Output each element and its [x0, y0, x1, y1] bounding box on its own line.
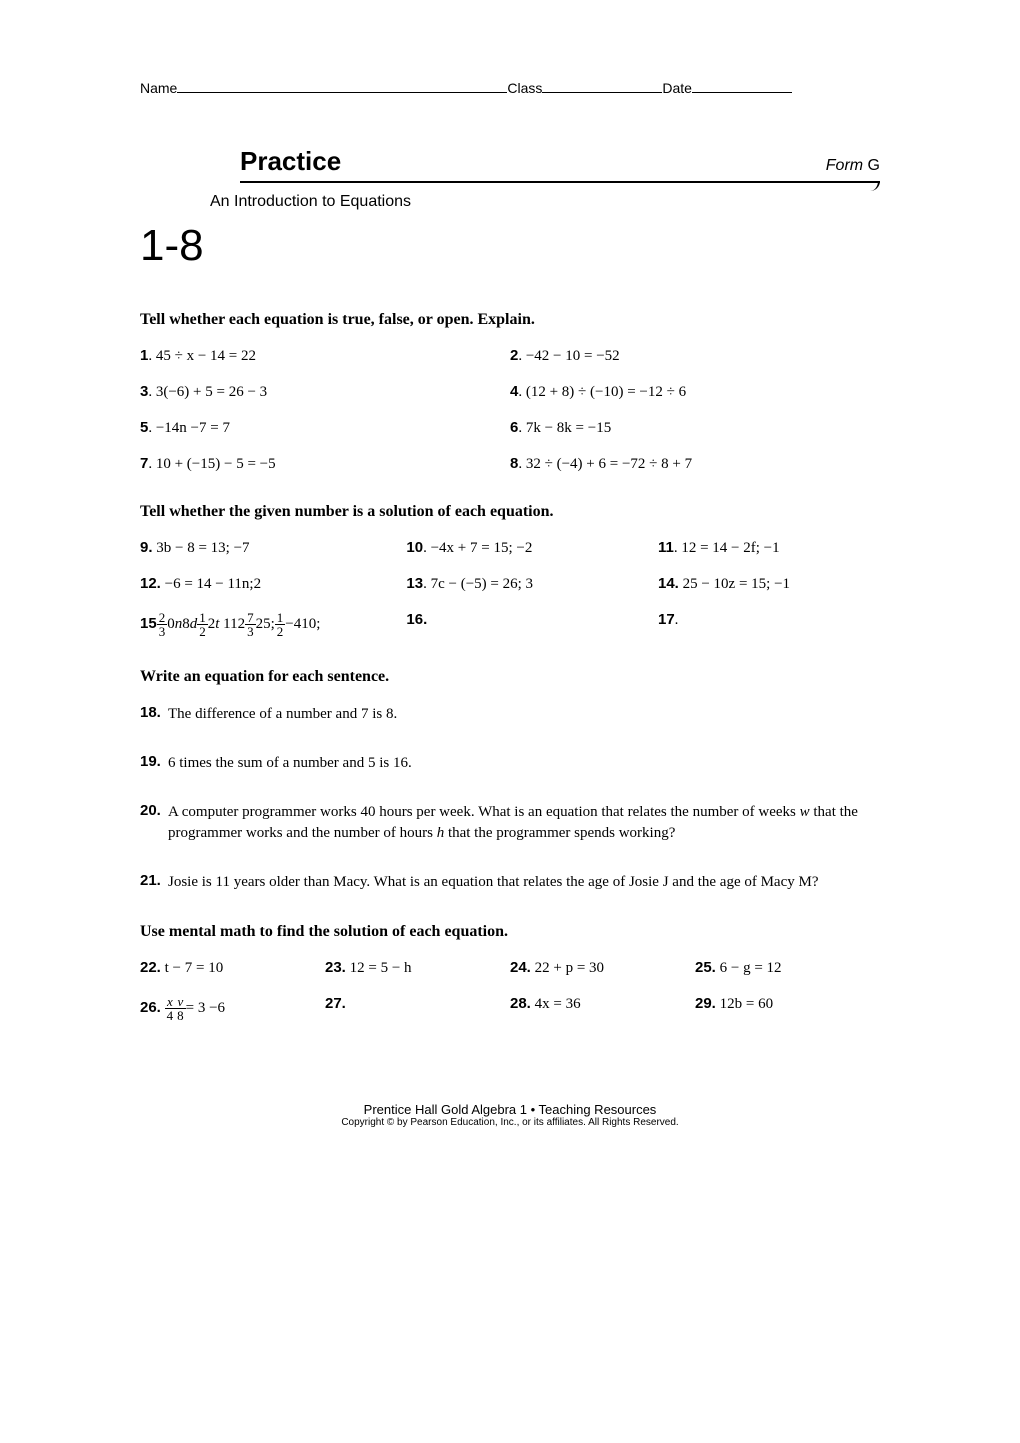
problem-12: 12. −6 = 14 − 11n;2 [140, 575, 406, 593]
problem-row: 3. 3(−6) + 5 = 26 − 3 4. (12 + 8) ÷ (−10… [140, 383, 880, 401]
problem-15-text: 230n8d122t 1127325;12−410; [157, 616, 321, 632]
problem-29: 29. 12b = 60 [695, 995, 880, 1022]
class-label: Class [507, 80, 542, 96]
problem-27: 27. [325, 995, 510, 1022]
problem-23: 23. 12 = 5 − h [325, 959, 510, 977]
problem-6: 6. 7k − 8k = −15 [510, 419, 880, 437]
problem-19: 19. 6 times the sum of a number and 5 is… [140, 753, 880, 774]
problem-20: 20. A computer programmer works 40 hours… [140, 802, 880, 844]
problem-row: 1. 45 ÷ x − 14 = 22 2. −42 − 10 = −52 [140, 347, 880, 365]
problem-row: 9. 3b − 8 = 13; −7 10. −4x + 7 = 15; −2 … [140, 539, 880, 557]
problem-10: 10. −4x + 7 = 15; −2 [406, 539, 658, 557]
problem-28: 28. 4x = 36 [510, 995, 695, 1022]
section-1: Tell whether each equation is true, fals… [140, 311, 880, 329]
footer-line-2: Copyright © by Pearson Education, Inc., … [140, 1117, 880, 1128]
section-3: Write an equation for each sentence. [140, 668, 880, 686]
problem-16: 16. [406, 611, 658, 638]
problem-row: 22. t − 7 = 10 23. 12 = 5 − h 24. 22 + p… [140, 959, 880, 977]
problem-row: 15230n8d122t 1127325;12−410; 16. 17. [140, 611, 880, 638]
section-2: Tell whether the given number is a solut… [140, 503, 880, 521]
problem-row: 7. 10 + (−15) − 5 = −5 8. 32 ÷ (−4) + 6 … [140, 455, 880, 473]
name-underline [177, 92, 507, 93]
date-label: Date [662, 80, 692, 96]
problem-7: 7. 10 + (−15) − 5 = −5 [140, 455, 510, 473]
lesson-number: 1-8 [140, 221, 880, 271]
footer: Prentice Hall Gold Algebra 1 • Teaching … [140, 1102, 880, 1128]
date-underline [692, 92, 792, 93]
problem-13: 13. 7c − (−5) = 26; 3 [406, 575, 658, 593]
problem-9: 9. 3b − 8 = 13; −7 [140, 539, 406, 557]
form-label: Form G [826, 157, 880, 175]
problem-1: 1. 45 ÷ x − 14 = 22 [140, 347, 510, 365]
problem-row: 5. −14n −7 = 7 6. 7k − 8k = −15 [140, 419, 880, 437]
class-underline [542, 92, 662, 93]
problem-row: 12. −6 = 14 − 11n;2 13. 7c − (−5) = 26; … [140, 575, 880, 593]
problem-24: 24. 22 + p = 30 [510, 959, 695, 977]
problem-22: 22. t − 7 = 10 [140, 959, 325, 977]
problem-3: 3. 3(−6) + 5 = 26 − 3 [140, 383, 510, 401]
problem-14: 14. 25 − 10z = 15; −1 [658, 575, 880, 593]
footer-line-1: Prentice Hall Gold Algebra 1 • Teaching … [140, 1102, 880, 1117]
problem-5: 5. −14n −7 = 7 [140, 419, 510, 437]
problem-17: 17. [658, 611, 880, 638]
problem-21: 21. Josie is 11 years older than Macy. W… [140, 872, 880, 893]
problem-26-text: x4v8= 3 −6 [165, 1000, 225, 1016]
name-label: Name [140, 80, 177, 96]
subtitle: An Introduction to Equations [210, 193, 880, 211]
title-row: Practice Form G [240, 146, 880, 183]
section-4: Use mental math to find the solution of … [140, 923, 880, 941]
problem-26: 26. x4v8= 3 −6 [140, 995, 325, 1022]
problem-18: 18. The difference of a number and 7 is … [140, 704, 880, 725]
problem-11: 11. 12 = 14 − 2f; −1 [658, 539, 880, 557]
header-fields: Name Class Date [140, 80, 880, 96]
problem-row: 26. x4v8= 3 −6 27. 28. 4x = 36 29. 12b =… [140, 995, 880, 1022]
problem-4: 4. (12 + 8) ÷ (−10) = −12 ÷ 6 [510, 383, 880, 401]
problem-20-text: A computer programmer works 40 hours per… [168, 802, 880, 844]
problem-25: 25. 6 − g = 12 [695, 959, 880, 977]
problem-8: 8. 32 ÷ (−4) + 6 = −72 ÷ 8 + 7 [510, 455, 880, 473]
problem-2: 2. −42 − 10 = −52 [510, 347, 880, 365]
practice-title: Practice [240, 146, 341, 177]
problem-15: 15230n8d122t 1127325;12−410; [140, 611, 406, 638]
